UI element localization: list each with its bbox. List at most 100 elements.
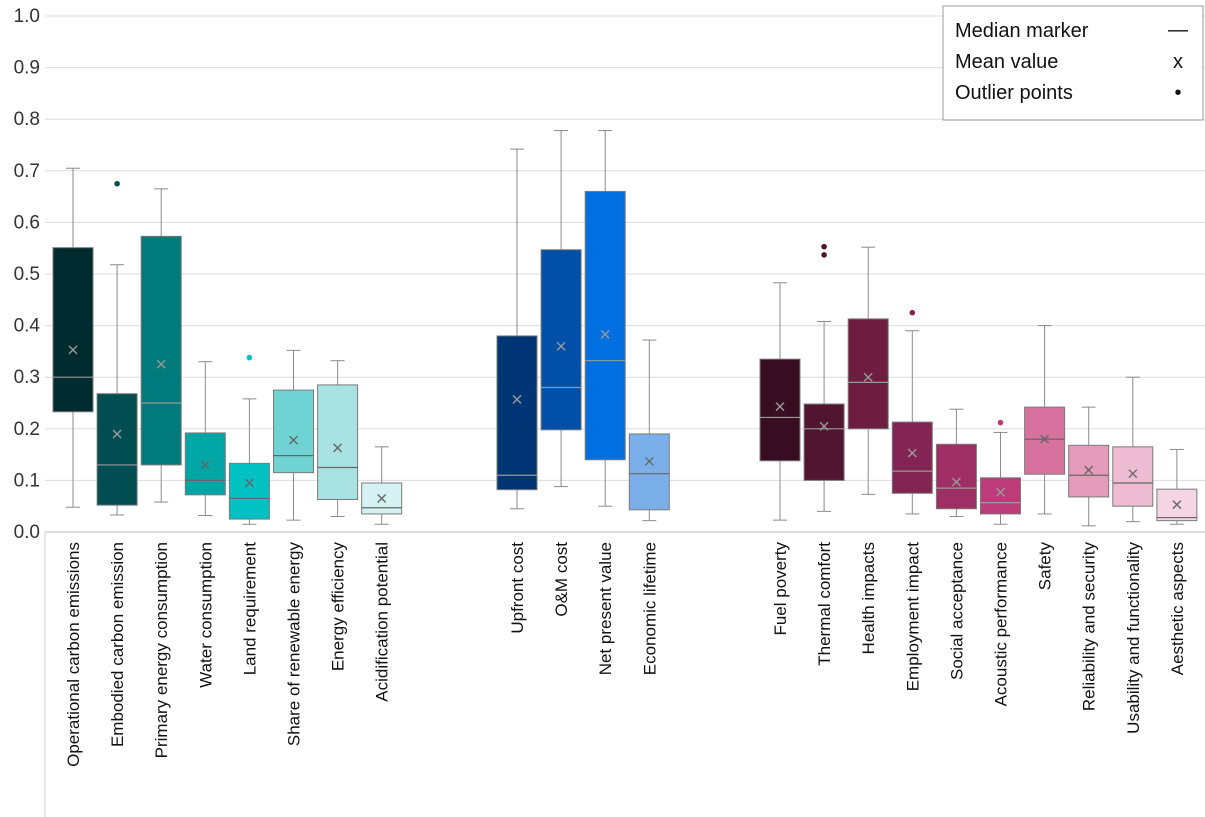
box-iqr <box>140 235 182 466</box>
mean-marker <box>996 487 1005 497</box>
mean-marker <box>863 372 873 382</box>
x-tick-label: Embodied carbon emission <box>108 542 127 747</box>
x-axis-tick-labels: Operational carbon emissions Embodied car… <box>64 542 1187 767</box>
box-iqr <box>891 421 933 494</box>
mean-marker <box>333 443 343 453</box>
y-tick-label: 0.4 <box>14 316 41 337</box>
outlier-point <box>821 243 827 250</box>
box-reliability-and-security <box>1068 406 1110 527</box>
x-tick-label: Thermal comfort <box>815 542 834 666</box>
mean-marker <box>951 477 961 487</box>
y-tick-label: 0.8 <box>14 109 40 130</box>
x-tick-label: Safety <box>1036 542 1055 591</box>
x-tick-label: Aesthetic aspects <box>1168 542 1187 675</box>
mean-marker <box>289 435 298 445</box>
x-tick-label: O&M cost <box>552 542 571 617</box>
mean-marker <box>556 341 566 351</box>
box-usability-and-functionality <box>1112 376 1154 523</box>
mean-marker <box>644 456 654 466</box>
box-iqr <box>96 393 138 506</box>
legend-label-outlier: Outlier points <box>955 82 1073 104</box>
box-acidification-potential <box>361 446 403 525</box>
mean-marker <box>112 429 122 439</box>
legend-label-median: Median marker <box>955 20 1089 42</box>
y-tick-label: 0.3 <box>14 367 40 388</box>
box-water-consumption <box>184 361 226 516</box>
box-upfront-cost <box>496 148 538 510</box>
box-primary-energy-consumption <box>140 188 182 503</box>
box-safety <box>1024 325 1066 515</box>
box-iqr <box>628 433 670 511</box>
box-iqr <box>980 477 1021 515</box>
mean-marker <box>1040 434 1050 444</box>
y-tick-label: 0.6 <box>14 212 40 233</box>
box-energy-efficiency <box>317 360 359 518</box>
x-tick-label: Employment impact <box>903 542 922 692</box>
box-iqr <box>759 358 801 462</box>
box-iqr <box>52 247 94 413</box>
y-tick-label: 0.1 <box>14 470 40 491</box>
mean-marker <box>377 493 387 503</box>
box-iqr <box>1068 444 1110 498</box>
outlier-point <box>114 180 120 187</box>
x-tick-label: Net present value <box>596 542 615 675</box>
boxes <box>52 130 1198 527</box>
box-thermal-comfort <box>803 243 845 512</box>
outlier-point <box>997 419 1004 426</box>
mean-marker <box>1084 465 1094 475</box>
box-iqr <box>584 190 626 461</box>
box-fuel-poverty <box>759 282 801 521</box>
box-land-requirement <box>228 354 270 525</box>
legend-symbol-outlier: • <box>1174 82 1181 104</box>
outlier-point <box>821 252 827 258</box>
mean-marker <box>156 359 166 369</box>
box-iqr <box>1024 406 1066 475</box>
outlier-point <box>246 354 253 361</box>
box-health-impacts <box>847 246 889 495</box>
mean-marker <box>244 478 254 488</box>
mean-marker <box>600 329 610 339</box>
box-iqr <box>1112 446 1154 507</box>
box-embodied-carbon-emission <box>96 180 138 516</box>
box-share-of-renewable-energy <box>273 349 314 521</box>
box-iqr <box>184 432 226 496</box>
outlier-point <box>909 309 916 316</box>
mean-marker <box>512 394 522 404</box>
box-o-m-cost <box>540 130 582 488</box>
box-iqr <box>803 403 845 481</box>
box-iqr <box>847 318 889 430</box>
box-economic-lifetime <box>628 339 670 522</box>
x-tick-label: Operational carbon emissions <box>64 542 83 767</box>
x-tick-label: Usability and functionality <box>1124 542 1143 734</box>
box-iqr <box>496 335 538 491</box>
x-tick-label: Primary energy consumption <box>152 542 171 758</box>
legend: Median marker — Mean value x Outlier poi… <box>942 5 1204 121</box>
legend-label-mean: Mean value <box>955 51 1058 73</box>
legend-symbol-median: — <box>1168 19 1188 41</box>
x-tick-label: Water consumption <box>196 542 215 688</box>
box-employment-impact <box>891 309 933 515</box>
x-tick-label: Share of renewable energy <box>285 542 304 747</box>
x-tick-label: Acoustic performance <box>992 542 1011 706</box>
box-social-acceptance <box>935 408 977 518</box>
mean-marker <box>775 402 785 412</box>
legend-symbol-mean: x <box>1173 51 1183 73</box>
x-tick-label: Upfront cost <box>508 542 527 634</box>
x-tick-label: Energy efficiency <box>329 542 348 672</box>
box-net-present-value <box>584 130 626 507</box>
y-tick-label: 0.0 <box>14 522 40 543</box>
x-tick-label: Social acceptance <box>947 542 966 680</box>
x-tick-label: Fuel poverty <box>771 542 790 636</box>
box-iqr <box>935 443 977 510</box>
x-tick-label: Reliability and security <box>1080 542 1099 712</box>
box-acoustic-performance <box>980 419 1021 525</box>
legend-frame <box>942 5 1204 121</box>
mean-marker <box>1128 469 1138 479</box>
mean-marker <box>200 460 210 470</box>
mean-marker <box>1172 500 1182 510</box>
mean-marker <box>907 448 917 458</box>
x-tick-label: Economic lifetime <box>640 542 659 675</box>
x-tick-label: Land requirement <box>240 542 259 676</box>
box-aesthetic-aspects <box>1156 448 1198 525</box>
y-tick-label: 0.2 <box>14 419 40 440</box>
